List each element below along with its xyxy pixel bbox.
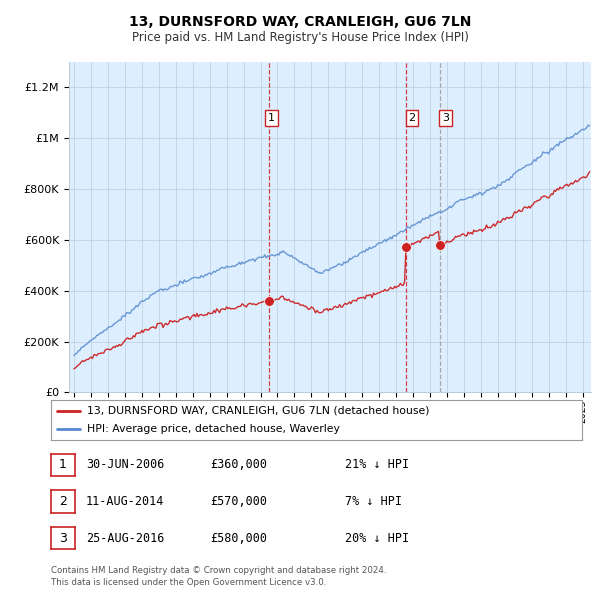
Text: Price paid vs. HM Land Registry's House Price Index (HPI): Price paid vs. HM Land Registry's House … bbox=[131, 31, 469, 44]
Text: 30-JUN-2006: 30-JUN-2006 bbox=[86, 458, 164, 471]
Text: 7% ↓ HPI: 7% ↓ HPI bbox=[345, 495, 402, 508]
Text: 3: 3 bbox=[442, 113, 449, 123]
Text: 2: 2 bbox=[59, 495, 67, 508]
Text: HPI: Average price, detached house, Waverley: HPI: Average price, detached house, Wave… bbox=[87, 424, 340, 434]
Text: 20% ↓ HPI: 20% ↓ HPI bbox=[345, 532, 409, 545]
Text: 13, DURNSFORD WAY, CRANLEIGH, GU6 7LN (detached house): 13, DURNSFORD WAY, CRANLEIGH, GU6 7LN (d… bbox=[87, 406, 430, 416]
Text: 13, DURNSFORD WAY, CRANLEIGH, GU6 7LN: 13, DURNSFORD WAY, CRANLEIGH, GU6 7LN bbox=[129, 15, 471, 29]
Text: £360,000: £360,000 bbox=[210, 458, 267, 471]
Text: 21% ↓ HPI: 21% ↓ HPI bbox=[345, 458, 409, 471]
Text: Contains HM Land Registry data © Crown copyright and database right 2024.: Contains HM Land Registry data © Crown c… bbox=[51, 566, 386, 575]
Text: 1: 1 bbox=[59, 458, 67, 471]
Text: £570,000: £570,000 bbox=[210, 495, 267, 508]
Text: 2: 2 bbox=[408, 113, 415, 123]
Text: £580,000: £580,000 bbox=[210, 532, 267, 545]
Text: 11-AUG-2014: 11-AUG-2014 bbox=[86, 495, 164, 508]
Text: 25-AUG-2016: 25-AUG-2016 bbox=[86, 532, 164, 545]
Text: 1: 1 bbox=[268, 113, 275, 123]
Text: 3: 3 bbox=[59, 532, 67, 545]
Text: This data is licensed under the Open Government Licence v3.0.: This data is licensed under the Open Gov… bbox=[51, 578, 326, 587]
